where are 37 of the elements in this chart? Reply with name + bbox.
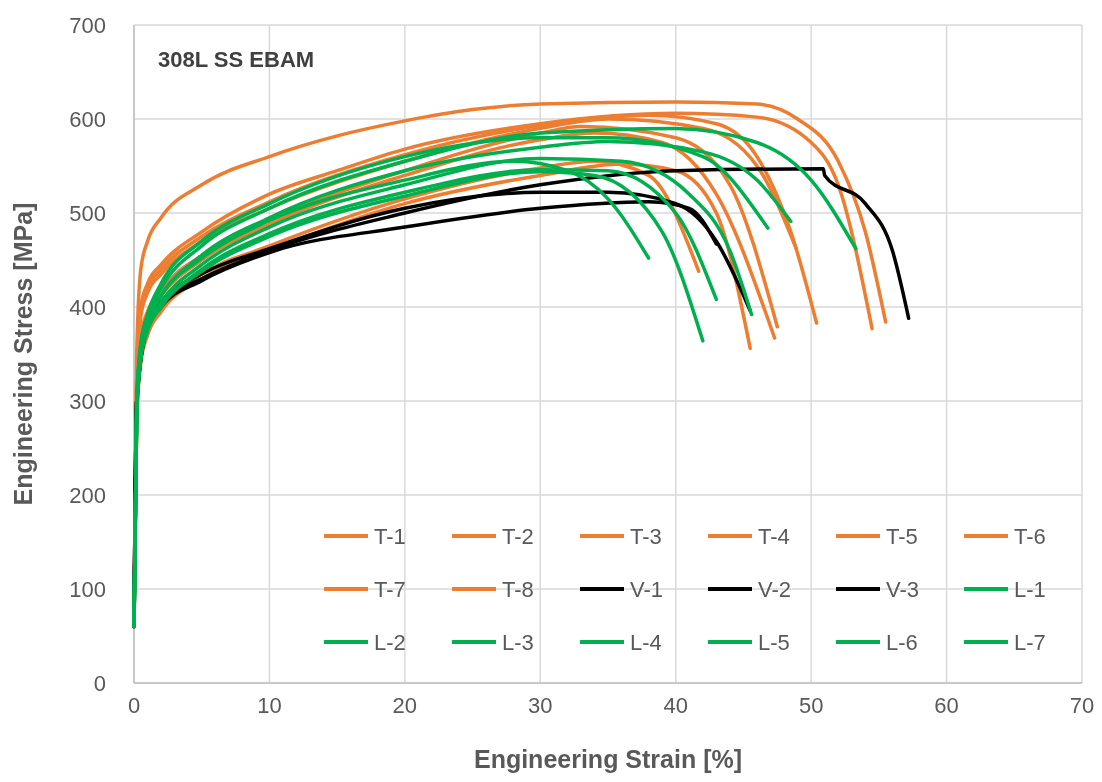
x-tick-label: 20	[392, 693, 418, 718]
legend-label: T-1	[374, 524, 406, 549]
x-axis-title: Engineering Strain [%]	[473, 745, 743, 773]
legend-label: V-2	[758, 577, 792, 602]
y-axis-title: Engineering Stress [MPa]	[9, 202, 37, 506]
legend-label: L-3	[502, 630, 534, 655]
y-tick-label: 600	[69, 107, 106, 132]
x-tick-label: 70	[1069, 693, 1095, 718]
legend-label: T-3	[630, 524, 662, 549]
x-tick-label: 40	[663, 693, 688, 718]
y-tick-label: 400	[69, 295, 106, 320]
legend-label: T-4	[758, 524, 790, 549]
y-tick-label: 100	[69, 577, 106, 602]
y-tick-label: 200	[69, 483, 106, 508]
x-tick-label: 0	[127, 693, 141, 718]
x-tick-label: 30	[528, 693, 553, 718]
legend-label: T-7	[374, 577, 406, 602]
legend-label: T-5	[886, 524, 918, 549]
x-tick-label: 10	[257, 693, 282, 718]
legend-label: T-8	[502, 577, 534, 602]
x-tick-label: 50	[798, 693, 824, 718]
legend-label: T-2	[502, 524, 534, 549]
legend-label: V-3	[886, 577, 920, 602]
legend-label: L-6	[886, 630, 918, 655]
legend-label: L-1	[1014, 577, 1046, 602]
legend-label: V-1	[630, 577, 664, 602]
legend-label: L-5	[758, 630, 790, 655]
y-tick-label: 0	[93, 671, 106, 696]
y-tick-label: 500	[69, 201, 106, 226]
legend-label: L-4	[630, 630, 662, 655]
legend-label: T-6	[1014, 524, 1046, 549]
text: 308L SS EBAM	[158, 47, 315, 72]
x-tick-label: 60	[934, 693, 959, 718]
y-tick-label: 700	[69, 13, 106, 38]
legend-label: L-2	[374, 630, 406, 655]
legend-label: L-7	[1014, 630, 1046, 655]
y-tick-label: 300	[69, 389, 106, 414]
